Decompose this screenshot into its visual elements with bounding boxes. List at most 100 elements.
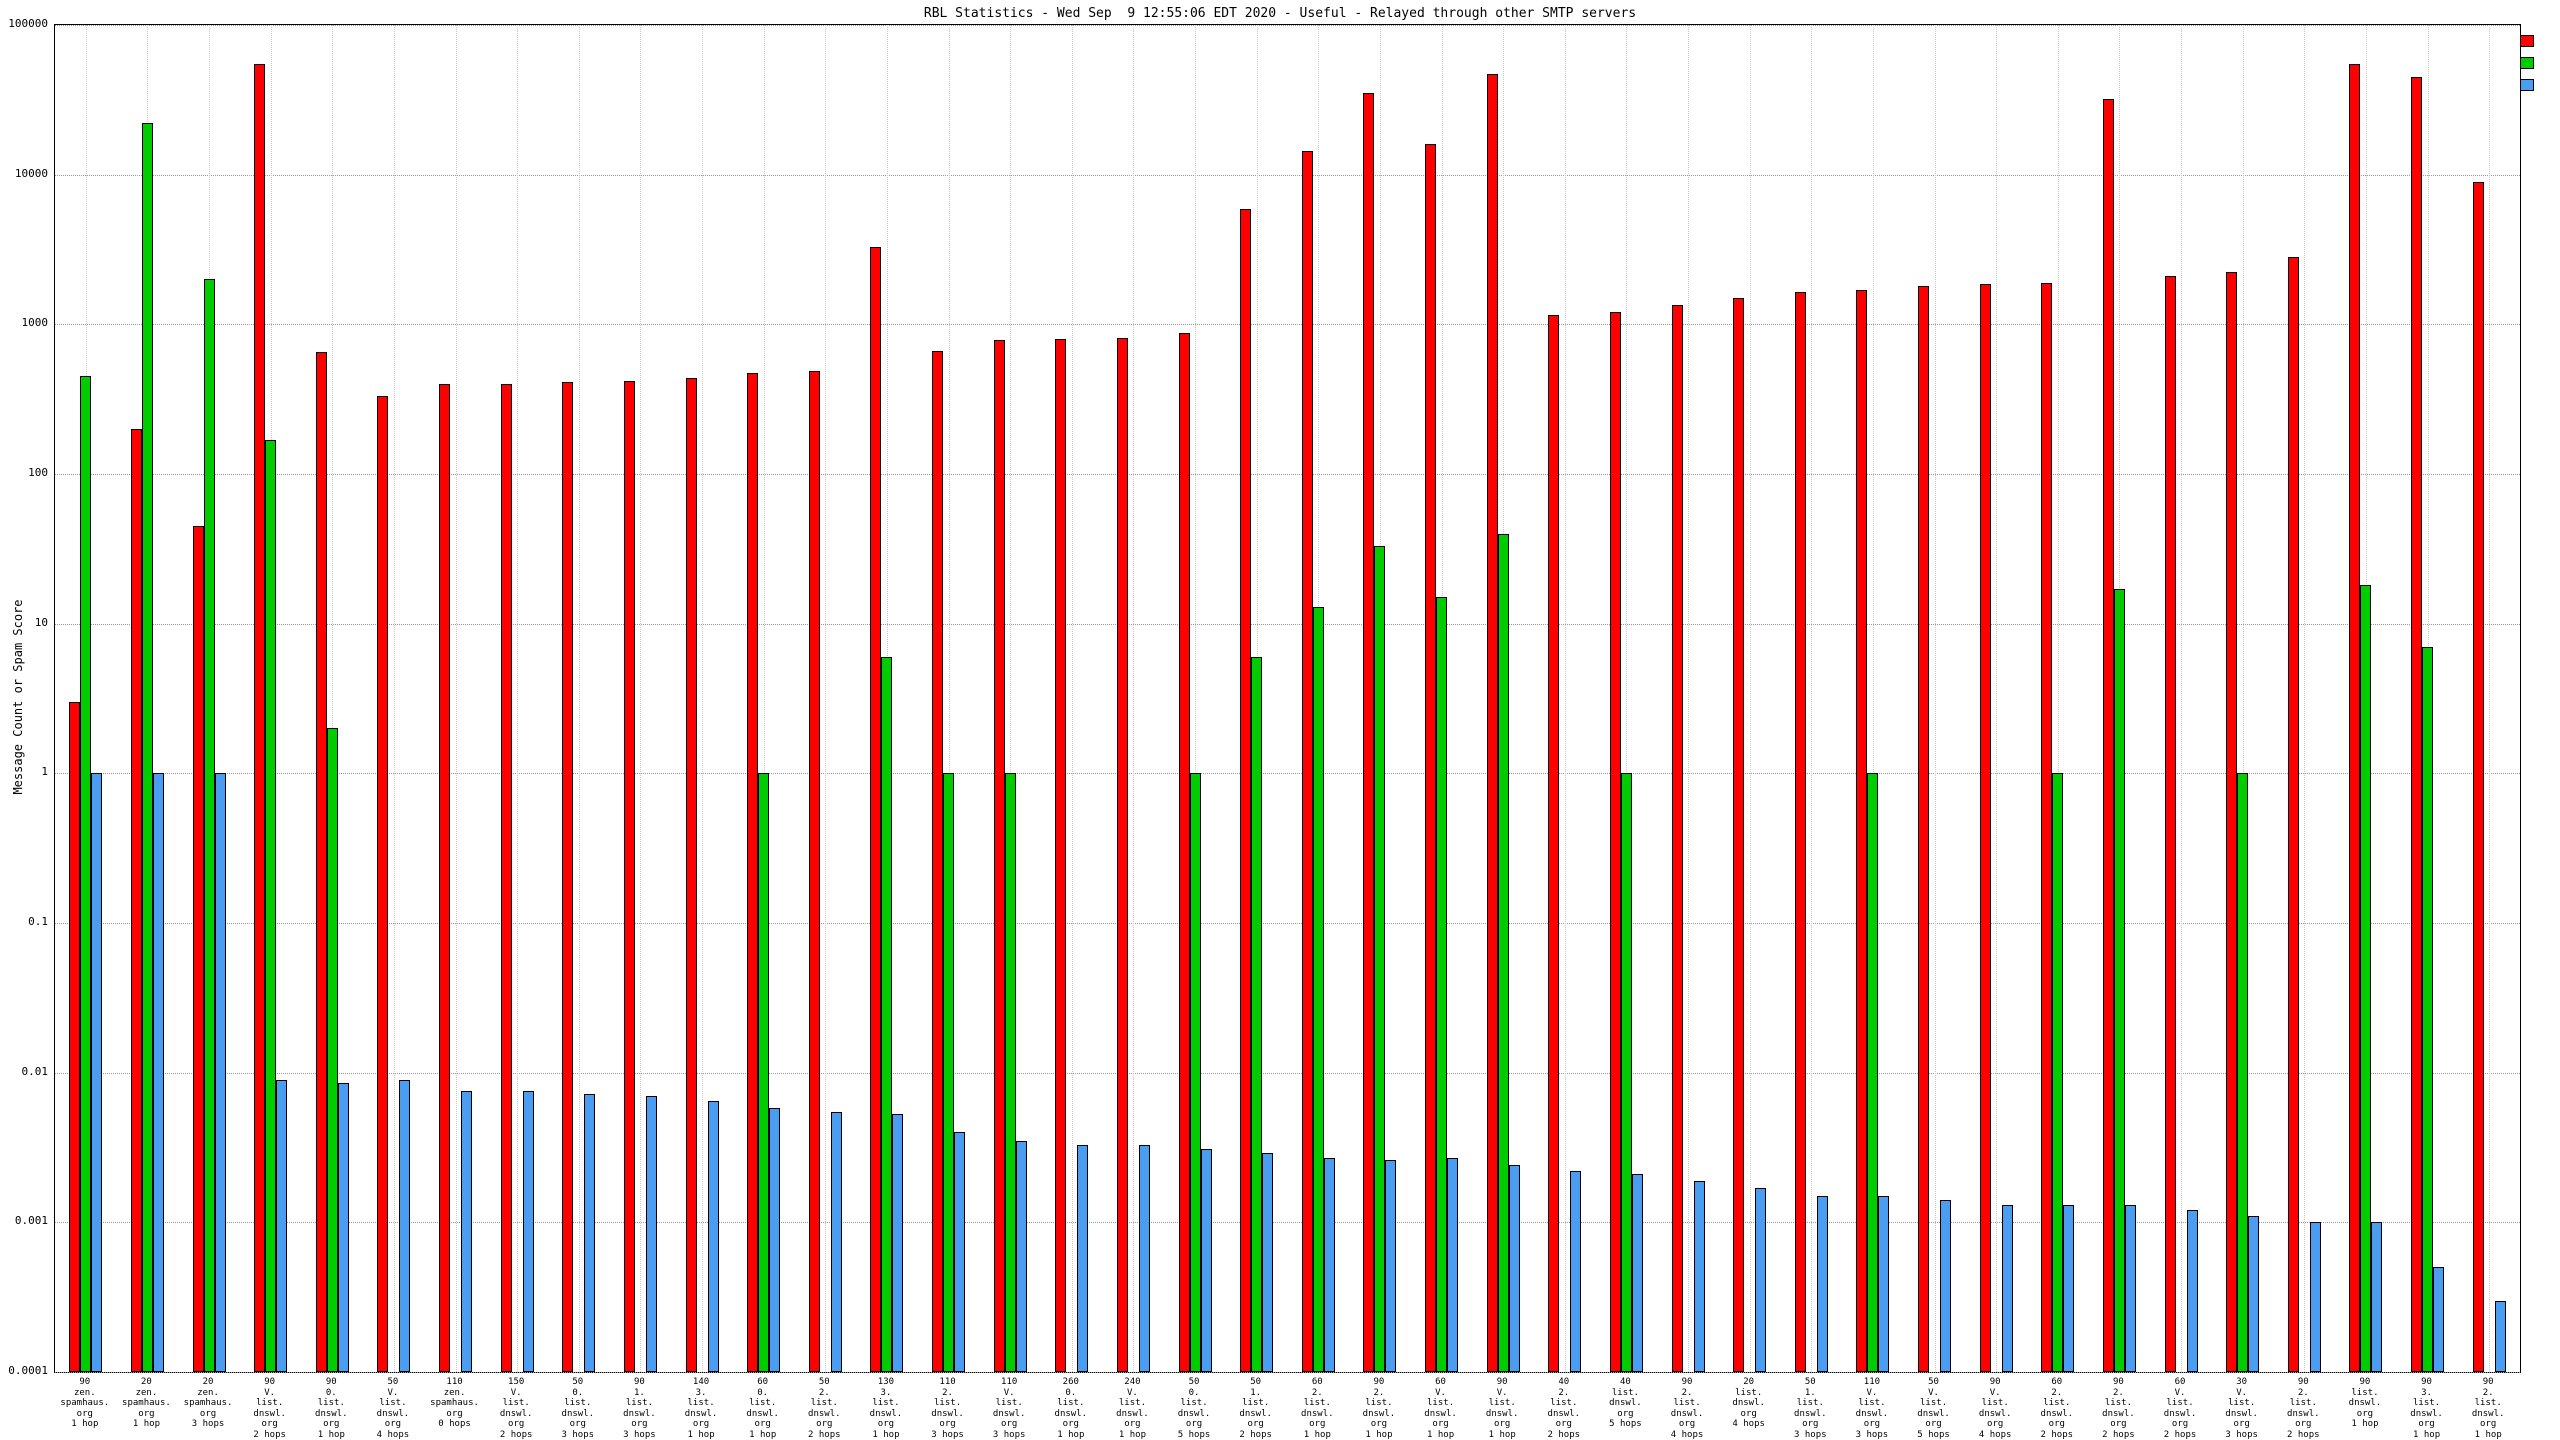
bar-not-spam xyxy=(1918,286,1930,1372)
bar-not-spam xyxy=(1055,338,1067,1372)
bar-not-spam xyxy=(1301,150,1313,1372)
bar-score xyxy=(707,1100,719,1372)
v-gridline xyxy=(1071,25,1073,1372)
bar-not-spam xyxy=(2349,63,2361,1372)
v-gridline xyxy=(1010,25,1012,1372)
bar-not-spam xyxy=(1548,315,1560,1372)
x-tick-label: 40 2. list. dnswl. org 2 hops xyxy=(1547,1377,1581,1440)
x-tick-label: 110 V. list. dnswl. org 3 hops xyxy=(992,1377,1026,1440)
y-tick-label: 0.01 xyxy=(21,1064,49,1078)
x-tick-label: 50 0. list. dnswl. org 5 hops xyxy=(1177,1377,1211,1440)
v-gridline xyxy=(1811,25,1813,1372)
bar-not-spam xyxy=(870,246,882,1372)
x-tick-label: 240 V. list. dnswl. org 1 hop xyxy=(1116,1377,1149,1440)
x-tick-label: 90 V. list. dnswl. org 4 hops xyxy=(1978,1377,2012,1440)
bar-score xyxy=(337,1083,349,1372)
v-gridline xyxy=(2242,25,2244,1372)
v-gridline xyxy=(455,25,457,1372)
x-tick-label: 90 V. list. dnswl. org 1 hop xyxy=(1485,1377,1519,1440)
bar-not-spam xyxy=(623,380,635,1372)
bar-not-spam xyxy=(1733,297,1745,1372)
bar-score xyxy=(892,1113,904,1372)
bar-score xyxy=(2371,1222,2383,1372)
bar-not-spam xyxy=(1363,93,1375,1372)
bar-not-spam xyxy=(2164,276,2176,1372)
x-tick-label: 90 1. list. dnswl. org 3 hops xyxy=(623,1377,656,1440)
v-gridline xyxy=(1564,25,1566,1372)
bar-not-spam xyxy=(685,377,697,1372)
x-tick-label: 90 2. list. dnswl. org 1 hop xyxy=(1362,1377,1396,1440)
bar-score xyxy=(1077,1144,1089,1372)
bar-score xyxy=(769,1108,781,1372)
bar-score xyxy=(214,773,226,1372)
bar-spam xyxy=(1620,773,1632,1372)
v-gridline xyxy=(2489,25,2491,1372)
x-tick-label: 20 zen. spamhaus. org 1 hop xyxy=(122,1377,171,1430)
y-tick-label: 10 xyxy=(34,615,48,629)
bar-score xyxy=(2494,1300,2506,1372)
bar-score xyxy=(1447,1157,1459,1372)
h-gridline xyxy=(55,773,2520,775)
x-tick-label: 110 2. list. dnswl. org 3 hops xyxy=(931,1377,964,1440)
bar-score xyxy=(2001,1205,2013,1372)
x-tick-label: 90 2. list. dnswl. org 2 hops xyxy=(2102,1377,2135,1440)
bar-not-spam xyxy=(315,352,327,1372)
bar-not-spam xyxy=(2472,181,2484,1372)
bar-spam xyxy=(2360,585,2372,1372)
bar-score xyxy=(91,773,103,1372)
bar-score xyxy=(1508,1165,1520,1372)
bar-not-spam xyxy=(69,701,81,1372)
bar-spam xyxy=(203,279,215,1372)
h-gridline xyxy=(55,1072,2520,1074)
bar-spam xyxy=(1251,656,1263,1372)
x-tick-label: 260 0. list. dnswl. org 1 hop xyxy=(1054,1377,1088,1440)
bar-not-spam xyxy=(2226,271,2238,1372)
v-gridline xyxy=(1934,25,1936,1372)
x-tick-label: 110 V. list. dnswl. org 3 hops xyxy=(1855,1377,1889,1440)
bar-score xyxy=(399,1079,411,1372)
bar-spam xyxy=(80,376,92,1372)
bar-not-spam xyxy=(1609,312,1621,1372)
bar-not-spam xyxy=(1794,291,1806,1372)
bar-not-spam xyxy=(2411,76,2423,1372)
bar-score xyxy=(1693,1180,1705,1372)
v-gridline xyxy=(948,25,950,1372)
v-gridline xyxy=(517,25,519,1372)
bar-score xyxy=(1323,1157,1335,1372)
bar-score xyxy=(1138,1144,1150,1372)
x-tick-label: 30 V. list. dnswl. org 3 hops xyxy=(2225,1377,2258,1440)
x-tick-label: 90 3. list. dnswl. org 1 hop xyxy=(2410,1377,2443,1440)
bar-spam xyxy=(326,728,338,1372)
bar-score xyxy=(645,1095,657,1372)
bar-score xyxy=(1015,1140,1027,1372)
bar-score xyxy=(522,1091,534,1372)
x-tick-label: 60 V. list. dnswl. org 2 hops xyxy=(2163,1377,2197,1440)
bar-score xyxy=(1262,1153,1274,1372)
bar-not-spam xyxy=(2287,257,2299,1372)
v-gridline xyxy=(1626,25,1628,1372)
v-gridline xyxy=(640,25,642,1372)
bar-spam xyxy=(141,123,153,1372)
bar-not-spam xyxy=(1240,208,1252,1372)
bar-score xyxy=(1940,1200,1952,1372)
bar-not-spam xyxy=(808,370,820,1372)
bar-score xyxy=(954,1132,966,1372)
bar-score xyxy=(1816,1195,1828,1372)
x-tick-label: 90 V. list. dnswl. org 2 hops xyxy=(253,1377,286,1440)
y-tick-label: 100 xyxy=(28,466,48,479)
x-tick-label: 60 V. list. dnswl. org 1 hop xyxy=(1424,1377,1457,1440)
x-tick-label: 50 1. list. dnswl. org 3 hops xyxy=(1794,1377,1827,1440)
bar-score xyxy=(1385,1160,1397,1372)
bar-spam xyxy=(2422,646,2434,1372)
bar-not-spam xyxy=(439,383,451,1372)
bar-spam xyxy=(1867,773,1879,1372)
bar-spam xyxy=(881,656,893,1372)
v-gridline xyxy=(332,25,334,1372)
y-tick-label: 0.0001 xyxy=(8,1364,48,1377)
x-tick-label: 130 3. list. dnswl. org 1 hop xyxy=(869,1377,903,1440)
bar-spam xyxy=(2052,773,2064,1372)
x-tick-label: 90 2. list. dnswl. org 1 hop xyxy=(2471,1377,2505,1440)
v-gridline xyxy=(2181,25,2183,1372)
h-gridline xyxy=(55,25,2520,26)
x-tick-label: 40 list. dnswl. org 5 hops xyxy=(1609,1377,1642,1430)
